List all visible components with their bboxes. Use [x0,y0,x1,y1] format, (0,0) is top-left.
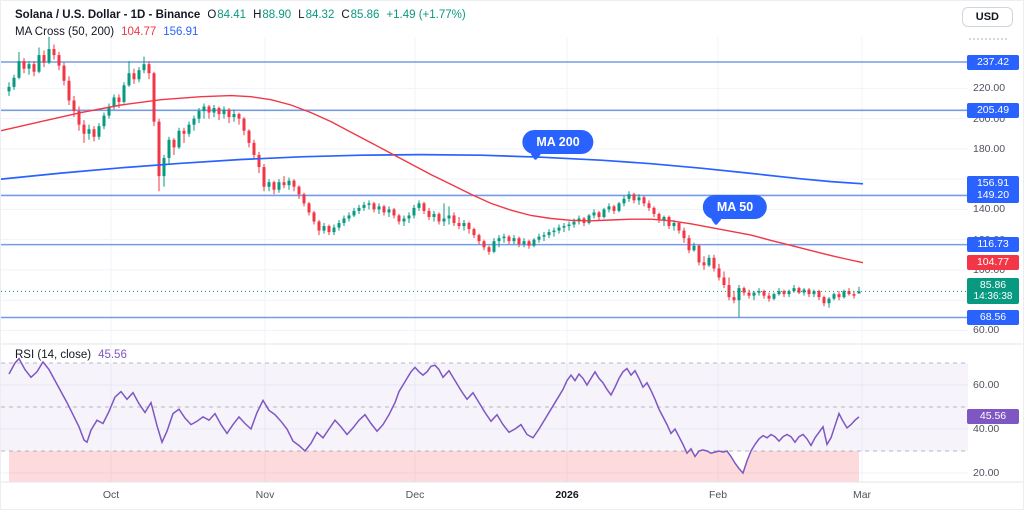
rsi-value: 45.56 [98,349,127,361]
ma50-value: 104.77 [121,26,157,38]
ohlc-close: C 85.86 [341,9,380,21]
candles-layer [7,36,861,318]
scale-settings-dashes [969,38,1007,40]
ohlc-high-value: 88.90 [262,9,292,21]
gridlines [1,37,968,482]
price-change: +1.49 (+1.77%) [386,9,466,21]
ma200-value: 156.91 [163,26,199,38]
ohlc-low: L 84.32 [298,9,335,21]
ma200-line [1,153,864,185]
ma50-line [1,94,864,264]
rsi-indicator-row: RSI (14, close) 45.56 [15,349,127,361]
ma-indicator-row: MA Cross (50, 200) 104.77 156.91 [15,26,198,38]
ma-callout-bubble[interactable]: MA 200 [522,130,594,154]
ohlc-open-value: 84.41 [217,9,247,21]
rsi-indicator-label[interactable]: RSI (14, close) [15,349,92,361]
rsi-oversold-fill [9,451,859,482]
ohlc-low-value: 84.32 [305,9,335,21]
ma-indicator-label[interactable]: MA Cross (50, 200) [15,26,115,38]
symbol-header-row: Solana / U.S. Dollar - 1D - Binance O 84… [15,9,466,21]
ohlc-close-value: 85.86 [350,9,380,21]
price-level-lines [1,61,968,319]
ohlc-open: O 84.41 [207,9,247,21]
symbol-title[interactable]: Solana / U.S. Dollar - 1D - Binance [15,9,201,21]
rsi-line [8,357,860,475]
ohlc-high: H 88.90 [253,9,292,21]
ma-callout-bubble[interactable]: MA 50 [702,195,768,219]
currency-toggle-button[interactable]: USD [961,7,1013,27]
